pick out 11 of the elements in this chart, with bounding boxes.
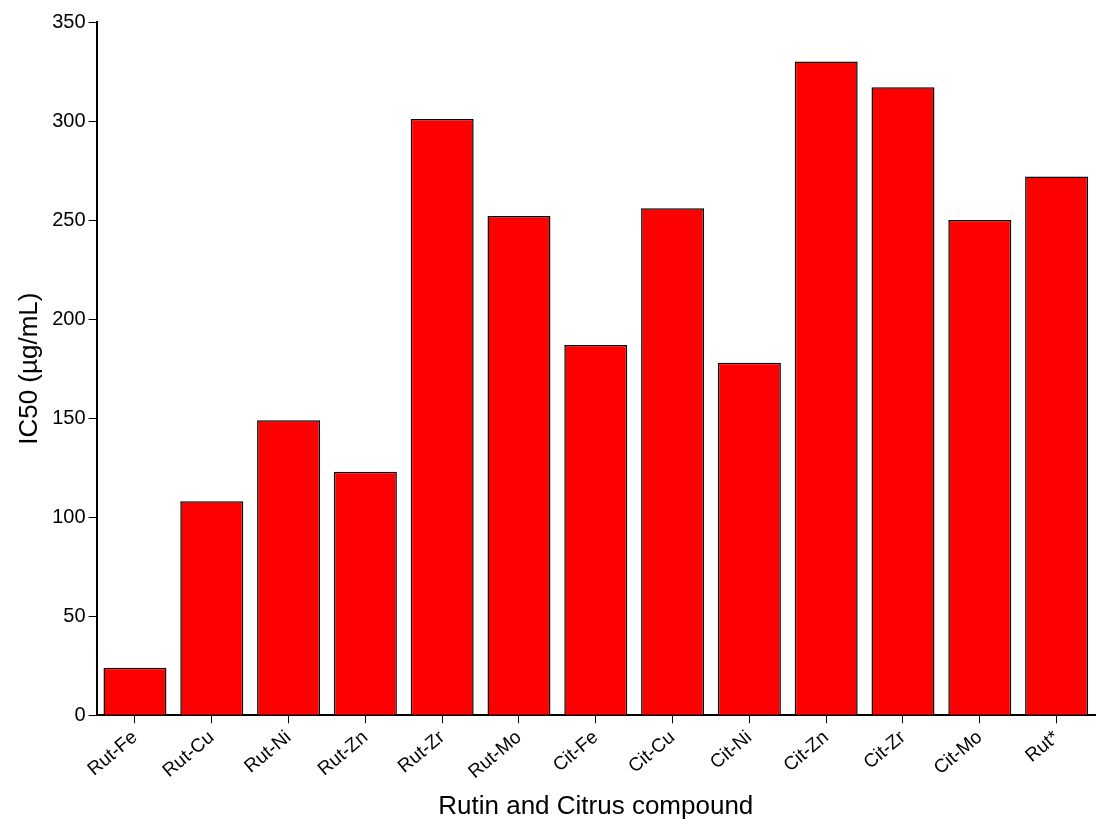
y-tick-label: 50 (63, 603, 86, 626)
y-tick-label: 300 (52, 108, 86, 131)
y-tick-label: 250 (52, 207, 86, 230)
x-axis-title: Rutin and Citrus compound (438, 789, 754, 820)
y-tick-label: 200 (52, 306, 86, 329)
y-tick-label: 350 (52, 9, 86, 32)
y-axis-title: IC50 (µg/mL) (12, 292, 43, 445)
y-tick-label: 150 (52, 405, 86, 428)
y-tick-label: 0 (74, 702, 86, 725)
x-tick-label: Rut* (1020, 725, 1063, 766)
y-tick-label: 100 (52, 504, 86, 527)
